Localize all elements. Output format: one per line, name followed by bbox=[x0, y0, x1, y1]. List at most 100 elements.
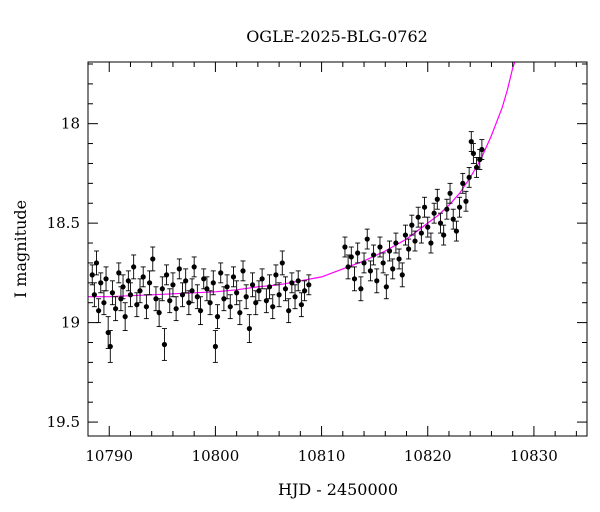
data-point bbox=[306, 274, 312, 296]
data-point bbox=[159, 276, 165, 302]
data-point bbox=[176, 258, 182, 280]
data-point bbox=[212, 330, 219, 363]
data-point bbox=[93, 250, 100, 276]
data-point bbox=[122, 302, 128, 332]
data-point bbox=[421, 196, 428, 218]
data-point bbox=[150, 246, 156, 272]
data-point bbox=[298, 292, 305, 318]
data-point bbox=[153, 286, 159, 312]
data-point bbox=[140, 266, 146, 288]
plot-area bbox=[88, 62, 516, 363]
data-point bbox=[470, 143, 476, 164]
y-tick-label: 18.5 bbox=[47, 214, 80, 232]
data-point bbox=[246, 314, 252, 343]
plot-frame bbox=[87, 61, 588, 437]
data-point bbox=[210, 270, 216, 296]
data-point bbox=[89, 264, 95, 286]
data-point bbox=[348, 246, 354, 268]
data-point bbox=[105, 316, 111, 349]
data-point bbox=[109, 280, 116, 306]
data-point bbox=[286, 298, 292, 324]
data-point bbox=[453, 220, 460, 242]
data-point bbox=[96, 298, 102, 324]
y-axis: 18 18.5 19 19.5 bbox=[47, 63, 587, 431]
x-tick-label: 10820 bbox=[404, 447, 452, 465]
data-point bbox=[441, 224, 447, 246]
data-point bbox=[289, 272, 295, 294]
y-axis-label: I magnitude bbox=[11, 200, 30, 298]
data-point bbox=[207, 290, 213, 316]
data-point bbox=[374, 268, 380, 294]
x-tick-label: 10810 bbox=[298, 447, 346, 465]
data-point bbox=[370, 244, 377, 266]
y-tick-label: 18 bbox=[61, 115, 80, 133]
data-point bbox=[434, 188, 440, 210]
data-point bbox=[197, 296, 204, 326]
data-point bbox=[137, 278, 143, 304]
data-point bbox=[447, 182, 453, 204]
data-point bbox=[191, 256, 197, 278]
data-point bbox=[266, 274, 273, 300]
data-point bbox=[399, 262, 405, 288]
data-point bbox=[218, 262, 224, 284]
data-point bbox=[351, 266, 358, 292]
data-point bbox=[466, 166, 472, 188]
data-point bbox=[98, 272, 104, 294]
data-point bbox=[444, 198, 450, 220]
data-point bbox=[214, 304, 221, 330]
data-point bbox=[345, 254, 351, 280]
y-tick-label: 19 bbox=[61, 314, 80, 332]
data-point bbox=[361, 252, 367, 274]
data-point bbox=[393, 232, 399, 254]
data-point bbox=[107, 330, 113, 363]
model-curve bbox=[88, 62, 516, 298]
data-point bbox=[259, 268, 265, 290]
data-point bbox=[156, 298, 162, 328]
data-point bbox=[279, 250, 285, 276]
data-point bbox=[295, 270, 301, 292]
data-point bbox=[120, 274, 126, 300]
data-point bbox=[189, 278, 195, 304]
data-point bbox=[170, 272, 176, 298]
data-point bbox=[221, 286, 227, 312]
data-point bbox=[468, 131, 474, 152]
data-point bbox=[230, 266, 237, 288]
data-point bbox=[383, 274, 389, 300]
chart-title: OGLE-2025-BLG-0762 bbox=[246, 27, 428, 46]
data-point bbox=[253, 290, 259, 316]
data-point bbox=[418, 222, 424, 244]
data-point bbox=[282, 276, 289, 302]
data-point bbox=[103, 266, 109, 292]
data-point bbox=[463, 190, 469, 212]
data-point bbox=[456, 196, 463, 218]
data-point bbox=[249, 272, 256, 298]
data-point bbox=[406, 238, 412, 260]
data-point bbox=[460, 172, 466, 194]
data-point bbox=[342, 236, 348, 258]
data-point bbox=[409, 214, 415, 236]
x-tick-label: 10790 bbox=[85, 447, 133, 465]
data-point bbox=[270, 294, 276, 320]
data-point bbox=[364, 228, 370, 250]
data-point bbox=[390, 258, 396, 280]
data-point bbox=[125, 270, 131, 292]
data-point bbox=[479, 139, 485, 160]
data-point bbox=[131, 254, 137, 280]
data-point bbox=[163, 264, 170, 286]
data-point bbox=[227, 294, 233, 320]
data-point bbox=[201, 268, 207, 290]
data-point bbox=[224, 274, 230, 300]
data-point bbox=[437, 212, 444, 234]
data-point bbox=[292, 284, 298, 310]
x-tick-label: 10800 bbox=[192, 447, 240, 465]
data-point bbox=[380, 252, 386, 274]
data-point bbox=[240, 260, 246, 282]
x-axis: 10790 10800 10810 10820 10830 bbox=[85, 62, 577, 465]
data-point bbox=[402, 224, 409, 246]
data-point bbox=[179, 282, 186, 308]
data-point bbox=[396, 248, 402, 270]
data-point bbox=[425, 216, 431, 238]
data-point bbox=[450, 208, 456, 230]
data-point bbox=[237, 300, 243, 326]
